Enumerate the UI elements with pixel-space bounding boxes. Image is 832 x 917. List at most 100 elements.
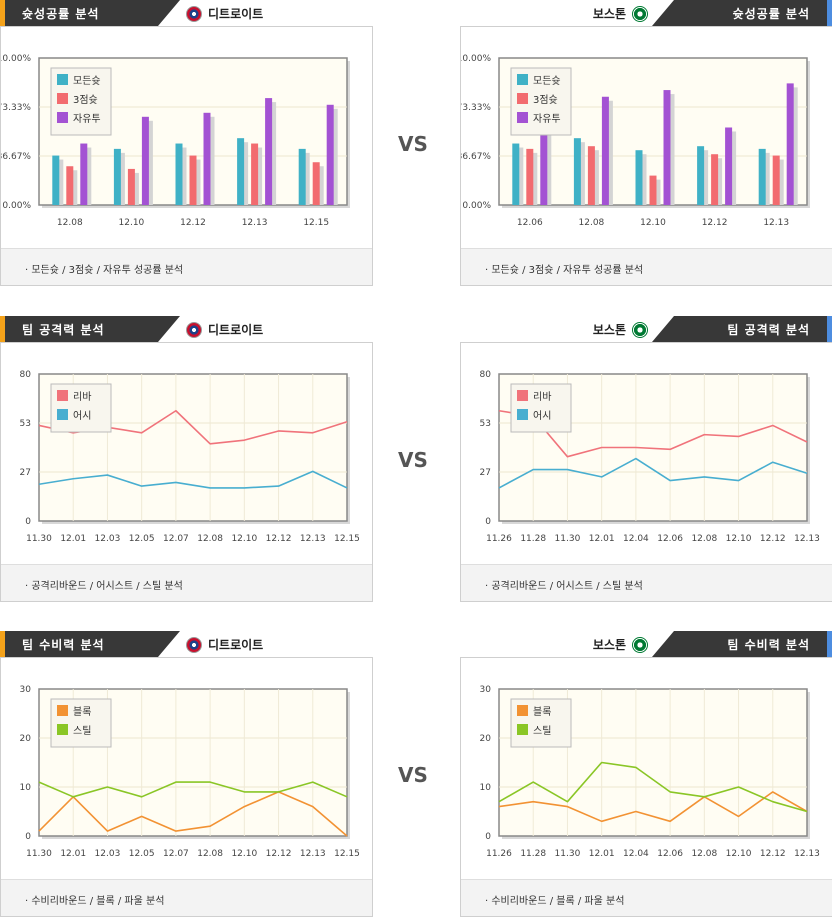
bar <box>141 116 149 205</box>
team-label-right: 보스톤 <box>593 321 648 338</box>
chart-box: 0 10 20 30 11.26 11.28 11.30 12.01 12.04 12.06 12.… <box>460 657 832 917</box>
bar <box>203 112 211 205</box>
bar-shadow <box>762 152 770 205</box>
offense-panel-left: 팀 공격력 분석 디트로이트 0 27 53 80 11.30 12.01 12.03 12.… <box>0 316 373 602</box>
y-tick-label: 73.33% <box>1 103 31 113</box>
legend-swatch <box>517 409 528 420</box>
vs-label: VS <box>398 448 428 472</box>
series-line <box>498 409 808 458</box>
shooting-chart-left: 0.00% 36.67% 73.33% 110.00% 12.08 12.10 12.12 1… <box>1 54 350 228</box>
bar-shadow <box>605 100 613 205</box>
bar-shadow <box>193 159 201 205</box>
chart-footer: · 모든슛 / 3점슛 / 자유투 성공률 분석 <box>1 248 372 285</box>
y-tick-label: 0 <box>485 832 491 842</box>
legend-label: 3점슛 <box>533 94 558 106</box>
bar-shadow <box>715 158 723 205</box>
bar <box>113 148 121 205</box>
bar-shadow <box>56 159 64 205</box>
legend-swatch <box>57 74 68 85</box>
y-tick-label: 0 <box>25 832 31 842</box>
legend-label: 모든슛 <box>533 75 561 87</box>
x-tick-label: 11.30 <box>555 534 581 544</box>
legend-swatch <box>57 112 68 123</box>
chart-footer: · 공격리바운드 / 어시스트 / 스틸 분석 <box>1 564 372 601</box>
x-tick-label: 11.26 <box>486 849 512 859</box>
x-tick-label: 12.03 <box>95 849 121 859</box>
y-tick-label: 73.33% <box>461 103 491 113</box>
legend-swatch <box>57 390 68 401</box>
celtics-logo-icon <box>632 321 648 338</box>
bar <box>66 166 74 205</box>
bar-shadow <box>179 147 187 205</box>
chart-box: 0 10 20 30 11.30 12.01 12.03 12.05 12.07 12.08 12.… <box>0 657 373 917</box>
series-line <box>38 791 348 837</box>
section-title: 슛성공률 분석 <box>732 7 810 21</box>
bar <box>265 98 273 205</box>
section-title: 팀 공격력 분석 <box>727 323 810 337</box>
bar-shadow <box>544 124 552 205</box>
chart-box: 0.00% 36.67% 73.33% 110.00% 12.08 12.10 12.12 1… <box>0 26 373 286</box>
legend-swatch <box>517 705 528 716</box>
bar-shadow <box>516 147 524 205</box>
bar <box>772 155 780 205</box>
y-tick-label: 30 <box>480 685 492 695</box>
legend-swatch <box>57 93 68 104</box>
section-header: 보스톤 팀 수비력 분석 <box>460 631 832 657</box>
y-tick-label: 110.00% <box>1 54 31 64</box>
vs-label: VS <box>398 132 428 156</box>
legend-swatch <box>517 112 528 123</box>
x-tick-label: 12.01 <box>60 849 86 859</box>
x-tick-label: 12.05 <box>129 534 155 544</box>
y-tick-label: 0.00% <box>2 201 31 211</box>
section-header: 슛성공률 분석 디트로이트 <box>0 0 372 26</box>
bar <box>526 148 534 205</box>
y-tick-label: 20 <box>20 734 32 744</box>
x-tick-label: 12.08 <box>691 534 717 544</box>
x-tick-label: 12.08 <box>197 534 223 544</box>
series-line <box>498 761 808 813</box>
legend-label: 3점슛 <box>73 94 98 106</box>
bar-shadow <box>530 152 538 205</box>
pistons-logo-icon <box>186 321 202 338</box>
legend-label: 블록 <box>533 706 551 718</box>
bar <box>312 162 320 205</box>
y-tick-label: 53 <box>480 419 491 429</box>
bar <box>587 146 595 205</box>
x-tick-label: 12.04 <box>623 849 649 859</box>
legend-label: 어시 <box>73 410 91 422</box>
x-tick-label: 12.08 <box>197 849 223 859</box>
x-tick-label: 11.30 <box>26 534 52 544</box>
x-tick-label: 12.10 <box>231 849 257 859</box>
y-tick-label: 0 <box>485 517 491 527</box>
bar <box>237 138 245 205</box>
bar-shadow <box>667 94 675 205</box>
shooting-chart-right: 0.00% 36.67% 73.33% 110.00% 12.06 12.08 12.10 1… <box>461 54 810 228</box>
section-header: 팀 수비력 분석 디트로이트 <box>0 631 372 657</box>
bar <box>251 143 259 205</box>
x-tick-label: 11.30 <box>26 849 52 859</box>
legend-label: 스틸 <box>533 724 551 737</box>
chart-footer: · 수비리바운드 / 블록 / 파울 분석 <box>461 879 832 916</box>
series-line <box>38 470 348 489</box>
shooting-panel-right: 보스톤 슛성공률 분석 0.00% 36.67% 73.33% 110.00% 12.0… <box>460 0 832 286</box>
x-tick-label: 12.06 <box>517 218 543 228</box>
bar-shadow <box>117 152 125 205</box>
bar <box>127 168 135 205</box>
y-tick-label: 0.00% <box>462 201 491 211</box>
celtics-logo-icon <box>632 5 648 22</box>
x-tick-label: 12.10 <box>640 218 666 228</box>
series-line <box>38 781 348 798</box>
legend-swatch <box>517 93 528 104</box>
bar <box>649 175 657 205</box>
bar <box>573 138 581 205</box>
x-tick-label: 12.07 <box>163 849 189 859</box>
x-tick-label: 12.03 <box>95 534 121 544</box>
x-tick-label: 12.12 <box>760 849 786 859</box>
bar <box>711 154 719 205</box>
x-tick-label: 12.12 <box>266 849 292 859</box>
bar <box>601 96 609 205</box>
legend-swatch <box>517 74 528 85</box>
legend-label: 자유투 <box>73 113 101 125</box>
x-tick-label: 11.28 <box>520 849 546 859</box>
x-tick-label: 12.13 <box>300 849 326 859</box>
